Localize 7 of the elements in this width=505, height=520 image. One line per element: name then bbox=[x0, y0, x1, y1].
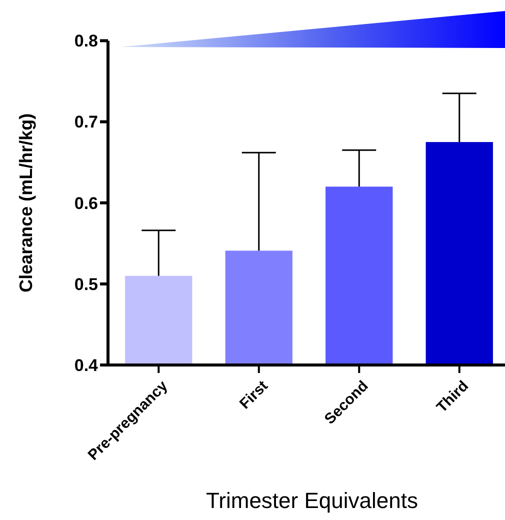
y-tick-label: 0.8 bbox=[74, 32, 98, 51]
y-tick-label: 0.5 bbox=[74, 274, 98, 294]
x-axis-title: Trimester Equivalents bbox=[206, 488, 418, 513]
y-tick-label: 0.7 bbox=[74, 112, 98, 132]
y-axis-title: Clearance (mL/hr/kg) bbox=[16, 113, 36, 292]
y-tick-label: 0.6 bbox=[74, 194, 98, 213]
y-tick-label: 0.4 bbox=[74, 356, 99, 375]
